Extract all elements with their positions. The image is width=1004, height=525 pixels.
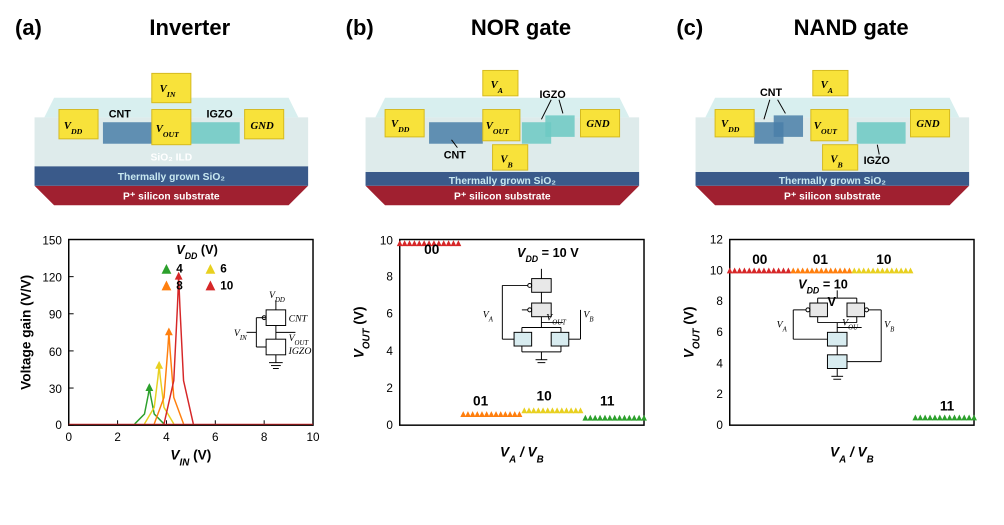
svg-text:30: 30 <box>49 383 63 396</box>
panel-a-title: Inverter <box>52 15 328 41</box>
svg-text:0: 0 <box>386 419 393 432</box>
svg-text:IGZO: IGZO <box>539 89 565 101</box>
inverter-schematic: VDD VOUT VIN GND CNT IGZO SiO₂ ILD Therm… <box>15 47 328 217</box>
svg-text:60: 60 <box>49 346 63 359</box>
panel-c: (c) NAND gate VDD VOUT VA VB <box>676 15 989 467</box>
svg-text:12: 12 <box>710 233 723 246</box>
state-01: 01 <box>473 394 489 409</box>
svg-text:P⁺ silicon substrate: P⁺ silicon substrate <box>454 191 551 202</box>
state-10c: 10 <box>877 252 893 267</box>
svg-text:2: 2 <box>386 382 393 395</box>
svg-text:GND: GND <box>586 118 610 130</box>
svg-text:P⁺ silicon substrate: P⁺ silicon substrate <box>784 191 881 202</box>
svg-text:0: 0 <box>717 419 724 432</box>
chart-c-svg: 0 2 4 6 8 10 12 VA / VB VOUT (V) 00 01 1… <box>676 227 989 467</box>
state-00: 00 <box>424 242 440 257</box>
panel-b-header: (b) NOR gate <box>346 15 659 41</box>
svg-text:8: 8 <box>386 271 393 284</box>
panel-b-title: NOR gate <box>384 15 659 41</box>
svg-text:6: 6 <box>212 431 219 444</box>
svg-text:4: 4 <box>163 431 170 444</box>
state-11: 11 <box>600 394 615 409</box>
svg-text:90: 90 <box>49 309 63 322</box>
x-axis-label-c: VA / VB <box>830 444 874 465</box>
svg-text:4: 4 <box>176 263 183 276</box>
chart-a: 0 30 60 90 120 150 0 2 4 <box>15 227 328 467</box>
svg-text:CNT: CNT <box>289 314 309 325</box>
state-10: 10 <box>536 389 552 404</box>
state-00c: 00 <box>753 252 769 267</box>
gnd-label: GND <box>250 120 274 132</box>
svg-text:10: 10 <box>710 265 724 278</box>
sio2-layer-label: Thermally grown SiO₂ <box>118 172 226 183</box>
svg-text:120: 120 <box>42 272 62 285</box>
y-axis-label-c: VOUT (V) <box>682 306 703 358</box>
panel-b: (b) NOR gate VDD VOUT VA VB <box>346 15 659 467</box>
y-axis-label-b: VOUT (V) <box>351 306 372 358</box>
chart-b-svg: 0 2 4 6 8 10 VA / VB VOUT (V) 00 01 10 1… <box>346 227 659 467</box>
panel-a: (a) Inverter VDD VOUT VI <box>15 15 328 467</box>
svg-text:Thermally grown SiO₂: Thermally grown SiO₂ <box>779 176 887 187</box>
chart-a-svg: 0 30 60 90 120 150 0 2 4 <box>15 227 328 467</box>
state-01c: 01 <box>813 252 829 267</box>
panel-c-label: (c) <box>676 15 703 41</box>
y-axis-label: Voltage gain (V/V) <box>19 275 34 390</box>
x-axis-label-b: VA / VB <box>500 444 544 465</box>
svg-text:10: 10 <box>306 431 320 444</box>
svg-text:4: 4 <box>717 358 724 371</box>
svg-text:2: 2 <box>717 388 724 401</box>
svg-text:GND: GND <box>917 118 941 130</box>
x-axis-label: VIN (V) <box>170 447 211 467</box>
nor-schematic: VDD VOUT VA VB GND CNT IGZO Thermally gr… <box>346 47 659 217</box>
nand-schematic: VDD VOUT VA VB GND CNT IGZO Thermally gr… <box>676 47 989 217</box>
svg-text:150: 150 <box>42 234 62 247</box>
v-text: V <box>828 295 837 309</box>
svg-text:4: 4 <box>386 345 393 358</box>
svg-text:IGZO: IGZO <box>288 346 312 357</box>
svg-text:6: 6 <box>220 263 227 276</box>
svg-text:CNT: CNT <box>443 149 466 161</box>
svg-text:0: 0 <box>65 431 72 444</box>
ild-layer-label: SiO₂ ILD <box>151 152 193 163</box>
svg-text:8: 8 <box>717 295 724 308</box>
svg-text:6: 6 <box>386 308 393 321</box>
state-11c: 11 <box>940 399 955 414</box>
svg-text:Thermally grown SiO₂: Thermally grown SiO₂ <box>448 176 556 187</box>
svg-text:0: 0 <box>55 419 62 432</box>
svg-text:IGZO: IGZO <box>864 155 890 167</box>
svg-text:CNT: CNT <box>760 87 783 99</box>
svg-text:8: 8 <box>176 279 183 292</box>
panel-c-title: NAND gate <box>713 15 989 41</box>
svg-text:8: 8 <box>261 431 268 444</box>
svg-text:6: 6 <box>717 326 724 339</box>
panel-b-label: (b) <box>346 15 374 41</box>
chart-b: 0 2 4 6 8 10 VA / VB VOUT (V) 00 01 10 1… <box>346 227 659 467</box>
svg-text:10: 10 <box>380 234 394 247</box>
substrate-layer-label: P⁺ silicon substrate <box>123 191 220 202</box>
svg-text:10: 10 <box>220 279 234 292</box>
panel-c-header: (c) NAND gate <box>676 15 989 41</box>
igzo-region <box>191 122 240 143</box>
cnt-region <box>103 122 152 143</box>
panel-a-header: (a) Inverter <box>15 15 328 41</box>
cnt-text: CNT <box>109 108 132 120</box>
panel-a-label: (a) <box>15 15 42 41</box>
chart-c: 0 2 4 6 8 10 12 VA / VB VOUT (V) 00 01 1… <box>676 227 989 467</box>
igzo-text: IGZO <box>207 108 233 120</box>
svg-text:2: 2 <box>114 431 121 444</box>
figure-row: (a) Inverter VDD VOUT VI <box>15 15 989 467</box>
